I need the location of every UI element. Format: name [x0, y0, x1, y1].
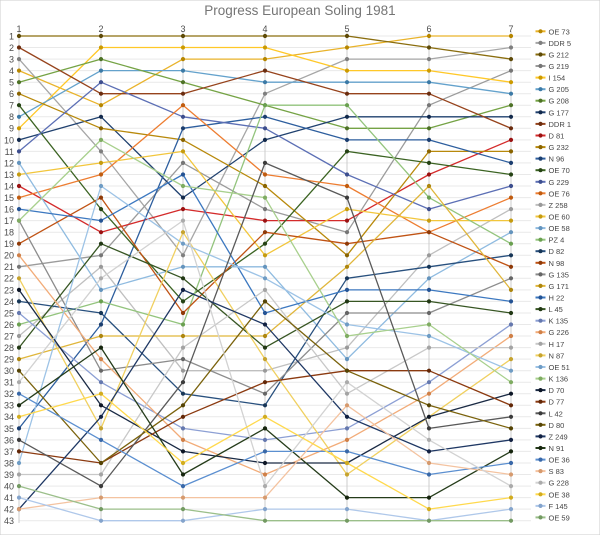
svg-text:27: 27	[4, 331, 14, 341]
svg-text:33: 33	[4, 401, 14, 411]
svg-text:G 219: G 219	[549, 62, 569, 71]
svg-text:G 212: G 212	[549, 51, 569, 60]
svg-text:G 135: G 135	[549, 270, 569, 279]
svg-text:23: 23	[4, 285, 14, 295]
svg-text:G 228: G 228	[549, 479, 569, 488]
svg-text:10: 10	[4, 135, 14, 145]
svg-text:L 42: L 42	[549, 409, 563, 418]
svg-text:DDR 5: DDR 5	[549, 39, 572, 48]
svg-text:12: 12	[4, 158, 14, 168]
svg-text:28: 28	[4, 343, 14, 353]
svg-text:N 98: N 98	[549, 259, 565, 268]
svg-text:31: 31	[4, 378, 14, 388]
svg-text:3: 3	[9, 55, 14, 65]
svg-text:2: 2	[98, 24, 103, 34]
svg-text:OE 51: OE 51	[549, 363, 570, 372]
svg-text:G 208: G 208	[549, 97, 569, 106]
svg-text:S 83: S 83	[549, 467, 564, 476]
svg-text:H 17: H 17	[549, 340, 565, 349]
svg-text:42: 42	[4, 505, 14, 515]
svg-text:G 232: G 232	[549, 143, 569, 152]
svg-text:11: 11	[5, 147, 14, 157]
svg-text:20: 20	[4, 251, 14, 261]
svg-text:N 96: N 96	[549, 155, 565, 164]
svg-text:35: 35	[4, 424, 14, 434]
svg-text:14: 14	[4, 181, 14, 191]
svg-text:2: 2	[9, 43, 14, 53]
svg-text:PZ 4: PZ 4	[549, 236, 565, 245]
svg-text:Progress European Soling 1981: Progress European Soling 1981	[204, 3, 395, 18]
svg-text:H 22: H 22	[549, 294, 565, 303]
svg-text:OE 58: OE 58	[549, 224, 570, 233]
svg-text:D 70: D 70	[549, 386, 565, 395]
svg-text:13: 13	[4, 170, 14, 180]
svg-text:OE 76: OE 76	[549, 189, 570, 198]
svg-text:OE 36: OE 36	[549, 456, 570, 465]
svg-text:4: 4	[9, 66, 14, 76]
svg-text:1: 1	[16, 24, 21, 34]
svg-text:N 87: N 87	[549, 351, 565, 360]
svg-text:21: 21	[4, 262, 14, 272]
svg-text:37: 37	[4, 447, 14, 457]
svg-text:6: 6	[426, 24, 431, 34]
svg-text:5: 5	[344, 24, 349, 34]
svg-text:34: 34	[4, 412, 14, 422]
svg-text:OE 38: OE 38	[549, 490, 570, 499]
svg-text:G 177: G 177	[549, 108, 569, 117]
svg-text:1: 1	[9, 31, 14, 41]
svg-text:7: 7	[508, 24, 513, 34]
svg-text:22: 22	[4, 274, 14, 284]
svg-text:25: 25	[4, 308, 14, 318]
svg-text:24: 24	[4, 297, 14, 307]
svg-text:26: 26	[4, 320, 14, 330]
svg-text:16: 16	[4, 205, 14, 215]
svg-text:15: 15	[4, 193, 14, 203]
svg-text:G 205: G 205	[549, 85, 569, 94]
svg-text:G 226: G 226	[549, 328, 569, 337]
svg-text:G 171: G 171	[549, 282, 569, 291]
svg-text:K 136: K 136	[549, 375, 569, 384]
svg-text:6: 6	[9, 89, 14, 99]
svg-text:5: 5	[9, 78, 14, 88]
svg-text:36: 36	[4, 435, 14, 445]
svg-text:K 135: K 135	[549, 317, 569, 326]
svg-text:N 91: N 91	[549, 444, 565, 453]
svg-text:4: 4	[262, 24, 267, 34]
svg-text:D 80: D 80	[549, 421, 565, 430]
svg-text:D 81: D 81	[549, 132, 565, 141]
svg-text:41: 41	[4, 493, 14, 503]
svg-text:L 45: L 45	[549, 305, 563, 314]
svg-text:F 145: F 145	[549, 502, 568, 511]
svg-text:OE 73: OE 73	[549, 27, 570, 36]
svg-text:3: 3	[180, 24, 185, 34]
svg-text:29: 29	[4, 355, 14, 365]
svg-text:8: 8	[9, 112, 14, 122]
svg-text:40: 40	[4, 482, 14, 492]
svg-text:Z 249: Z 249	[549, 432, 568, 441]
svg-text:17: 17	[4, 216, 14, 226]
svg-text:30: 30	[4, 366, 14, 376]
svg-text:18: 18	[4, 228, 14, 238]
svg-text:9: 9	[9, 124, 14, 134]
svg-text:I 154: I 154	[549, 74, 566, 83]
svg-text:19: 19	[4, 239, 14, 249]
svg-text:32: 32	[4, 389, 14, 399]
svg-text:43: 43	[4, 516, 14, 526]
svg-text:7: 7	[9, 101, 14, 111]
svg-text:DDR 1: DDR 1	[549, 120, 572, 129]
svg-text:39: 39	[4, 470, 14, 480]
svg-text:D 82: D 82	[549, 247, 565, 256]
svg-text:Z 258: Z 258	[549, 201, 568, 210]
svg-text:D 77: D 77	[549, 398, 565, 407]
svg-text:OE 70: OE 70	[549, 166, 570, 175]
svg-text:G 229: G 229	[549, 178, 569, 187]
svg-text:38: 38	[4, 458, 14, 468]
svg-text:OE 60: OE 60	[549, 213, 570, 222]
svg-text:OE 59: OE 59	[549, 513, 570, 522]
